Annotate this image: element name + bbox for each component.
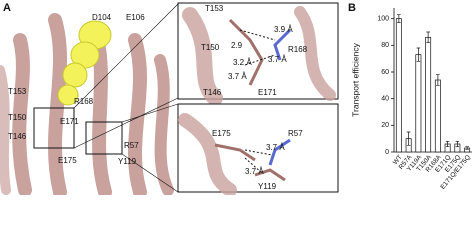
y-tick-label: 20 <box>381 122 389 129</box>
inset-label: 3.7 Å <box>228 72 247 81</box>
y-tick-label: 40 <box>381 96 389 103</box>
inset-top <box>177 2 339 106</box>
overview-art <box>0 3 179 195</box>
error-bar <box>406 131 411 146</box>
bar-chart: 020406080100WTR57AY119AT150AR168AE171QE1… <box>377 8 472 191</box>
inset-label: 3.2 Å <box>233 58 252 67</box>
error-bar <box>465 146 469 150</box>
residue-label: Y119 <box>118 157 137 166</box>
y-tick-label: 60 <box>381 69 389 76</box>
inset-label: T146 <box>203 88 222 97</box>
inset-label: 2.9 <box>231 41 243 50</box>
residue-label: T153 <box>8 87 27 96</box>
inset-label: T150 <box>201 43 220 52</box>
bar <box>425 36 432 153</box>
inset-label: 3.7 Å <box>245 167 264 176</box>
inset-label: E175 <box>212 129 231 138</box>
error-bar <box>445 140 450 148</box>
inset-label: T153 <box>205 4 224 13</box>
bar <box>415 54 422 153</box>
inset-label: R57 <box>288 129 303 138</box>
error-bar <box>436 74 440 86</box>
panel-label: B <box>348 2 356 14</box>
inset-label: E171 <box>258 88 277 97</box>
inset-label: R168 <box>288 45 308 54</box>
panel-label: A <box>3 2 11 14</box>
residue-label: E175 <box>58 156 77 165</box>
error-bar <box>416 47 421 62</box>
inset-label: 3.7 Å <box>266 143 285 152</box>
residue-label: D104 <box>92 13 112 22</box>
x-tick-label: WT <box>392 154 404 166</box>
inset-bottom <box>177 103 339 195</box>
residue-label: T146 <box>8 132 27 141</box>
inset-label: 3.7 Å <box>268 55 287 64</box>
y-tick-label: 100 <box>377 16 389 23</box>
inset-label: 3.9 Å <box>274 25 293 34</box>
residue-label: R168 <box>74 97 94 106</box>
residue-label: E106 <box>126 13 145 22</box>
bar <box>434 79 441 153</box>
bar <box>395 18 402 153</box>
y-tick-label: 80 <box>381 42 389 49</box>
figure: A B D104 E106 T153 R168 T150 E171 T146 E… <box>0 2 472 195</box>
error-bar <box>455 140 460 148</box>
residue-label: T150 <box>8 113 27 122</box>
y-axis-label: Transport efficiency <box>350 42 360 116</box>
error-bar <box>426 31 430 44</box>
residue-label: E171 <box>60 117 79 126</box>
y-tick-label: 0 <box>385 149 389 156</box>
inset-label: Y119 <box>258 182 277 191</box>
error-bar <box>397 14 401 24</box>
residue-label: R57 <box>124 141 139 150</box>
